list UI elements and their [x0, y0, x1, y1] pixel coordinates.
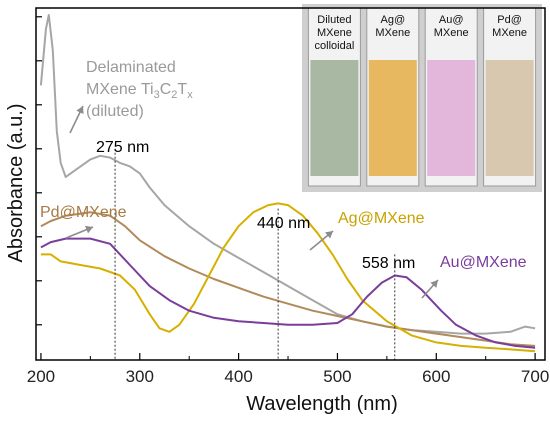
x-tick-label: 600 [422, 367, 450, 386]
mxene-sub-x: x [187, 89, 193, 101]
series-line-1 [40, 211, 536, 347]
plot-frame [35, 7, 546, 361]
series-label-ag: Ag@MXene [338, 210, 425, 227]
vial-3: Pd@MXene [483, 7, 537, 187]
x-tick-label: 400 [224, 367, 252, 386]
series-label-mxene-line2: MXene Ti3C2Tx [86, 81, 193, 101]
arrow-au-head [430, 280, 438, 288]
vial-1: Ag@MXene [366, 7, 420, 187]
vial-liquid [427, 60, 476, 176]
series-label-mxene-line1: Delaminated [86, 59, 176, 76]
mxene-ti: MXene Ti [86, 81, 154, 98]
mxene-c: C [160, 81, 172, 98]
vials-photo-inset: DilutedMXenecolloidalAg@MXeneAu@MXenePd@… [302, 4, 542, 192]
arrow-ag-head [325, 231, 333, 239]
arrow-pd-head [85, 225, 93, 234]
vial-liquid [485, 60, 534, 176]
series-line-3 [40, 237, 536, 349]
vial-label-line: MXene [434, 27, 469, 39]
vial-label-line: Ag@ [380, 14, 405, 26]
annotation-440nm: 440 nm [257, 215, 310, 232]
y-axis-title: Absorbance (a.u.) [5, 104, 27, 263]
series-line-2 [40, 202, 536, 353]
mxene-sub-3: 3 [154, 89, 160, 101]
axes: 200 300 400 500 600 700 [27, 7, 549, 386]
series-layer [39, 14, 536, 353]
vial-label-line: MXene [492, 27, 527, 39]
series-label-mxene-line3: (diluted) [86, 103, 144, 120]
vial-liquid [368, 60, 417, 176]
x-tick-label: 300 [126, 367, 154, 386]
labels-layer: Wavelength (nm) Absorbance (a.u.) Delami… [5, 59, 527, 415]
vial-label-line: Au@ [439, 14, 464, 26]
x-tick-label: 200 [27, 367, 55, 386]
x-tick-label: 500 [323, 367, 351, 386]
vial-2: Au@MXene [424, 7, 478, 187]
vial-label-line: MXene [375, 27, 410, 39]
mxene-sub-2: 2 [171, 89, 177, 101]
annotation-layer [114, 148, 396, 360]
mxene-t: T [177, 81, 187, 98]
vial-label-line: Diluted [317, 14, 351, 26]
series-label-au: Au@MXene [440, 254, 527, 271]
arrow-mxene-head [76, 106, 84, 115]
series-line-0 [39, 14, 536, 335]
arrows-layer [65, 105, 439, 299]
vial-label-line: MXene [317, 27, 352, 39]
annotation-558nm: 558 nm [362, 255, 415, 272]
x-axis-title: Wavelength (nm) [246, 393, 398, 415]
vial-label-line: colloidal [315, 40, 355, 52]
x-tick-label: 700 [521, 367, 549, 386]
series-label-pd: Pd@MXene [40, 204, 127, 221]
annotation-275nm: 275 nm [96, 139, 149, 156]
vial-label-line: Pd@ [497, 14, 522, 26]
vial-liquid [310, 60, 359, 176]
